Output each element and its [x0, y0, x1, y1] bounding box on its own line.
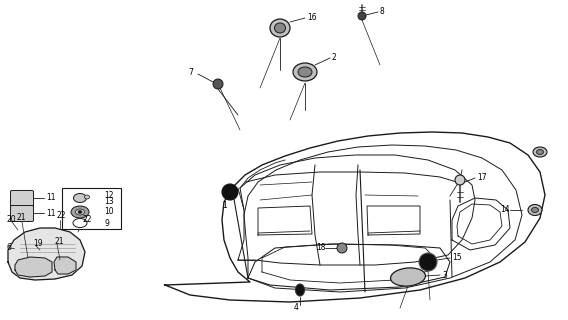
Ellipse shape: [78, 211, 82, 213]
Text: 20: 20: [6, 215, 16, 225]
Ellipse shape: [533, 147, 547, 157]
Text: 16: 16: [307, 12, 316, 21]
Ellipse shape: [274, 23, 286, 33]
Ellipse shape: [71, 206, 89, 218]
Ellipse shape: [528, 204, 542, 215]
Ellipse shape: [293, 63, 317, 81]
Text: 13: 13: [104, 197, 114, 206]
Circle shape: [337, 243, 347, 253]
Ellipse shape: [270, 19, 290, 37]
Polygon shape: [15, 257, 52, 277]
FancyBboxPatch shape: [10, 205, 34, 221]
Text: 22: 22: [56, 211, 65, 220]
Text: 21: 21: [16, 213, 26, 222]
Circle shape: [358, 12, 366, 20]
Text: 8: 8: [380, 6, 385, 15]
Text: 18: 18: [316, 244, 325, 252]
FancyBboxPatch shape: [61, 188, 120, 228]
Circle shape: [419, 253, 437, 271]
Text: 11: 11: [46, 194, 56, 203]
Text: 1: 1: [222, 201, 227, 210]
Ellipse shape: [537, 149, 544, 155]
Text: 21: 21: [54, 237, 64, 246]
Ellipse shape: [73, 219, 87, 228]
Text: 15: 15: [452, 252, 462, 261]
Circle shape: [455, 175, 465, 185]
Circle shape: [222, 184, 238, 200]
Text: 17: 17: [477, 172, 487, 181]
Circle shape: [213, 79, 223, 89]
Text: 19: 19: [33, 239, 43, 249]
Text: 3: 3: [442, 270, 447, 279]
Ellipse shape: [73, 194, 86, 203]
Ellipse shape: [76, 209, 85, 215]
Text: 10: 10: [104, 207, 114, 217]
Ellipse shape: [295, 284, 304, 296]
Text: 22: 22: [82, 215, 91, 225]
Ellipse shape: [391, 268, 425, 286]
Text: 7: 7: [188, 68, 193, 76]
Text: 11: 11: [46, 209, 56, 218]
Text: 12: 12: [104, 191, 114, 201]
Text: 4: 4: [294, 303, 299, 313]
Ellipse shape: [532, 207, 538, 212]
Text: 6: 6: [6, 244, 11, 252]
Text: 14: 14: [500, 205, 509, 214]
Ellipse shape: [298, 67, 312, 77]
Polygon shape: [54, 257, 76, 274]
Polygon shape: [8, 228, 85, 280]
Text: 2: 2: [332, 52, 337, 61]
Ellipse shape: [85, 195, 90, 199]
Text: 9: 9: [104, 219, 109, 228]
FancyBboxPatch shape: [10, 190, 34, 206]
